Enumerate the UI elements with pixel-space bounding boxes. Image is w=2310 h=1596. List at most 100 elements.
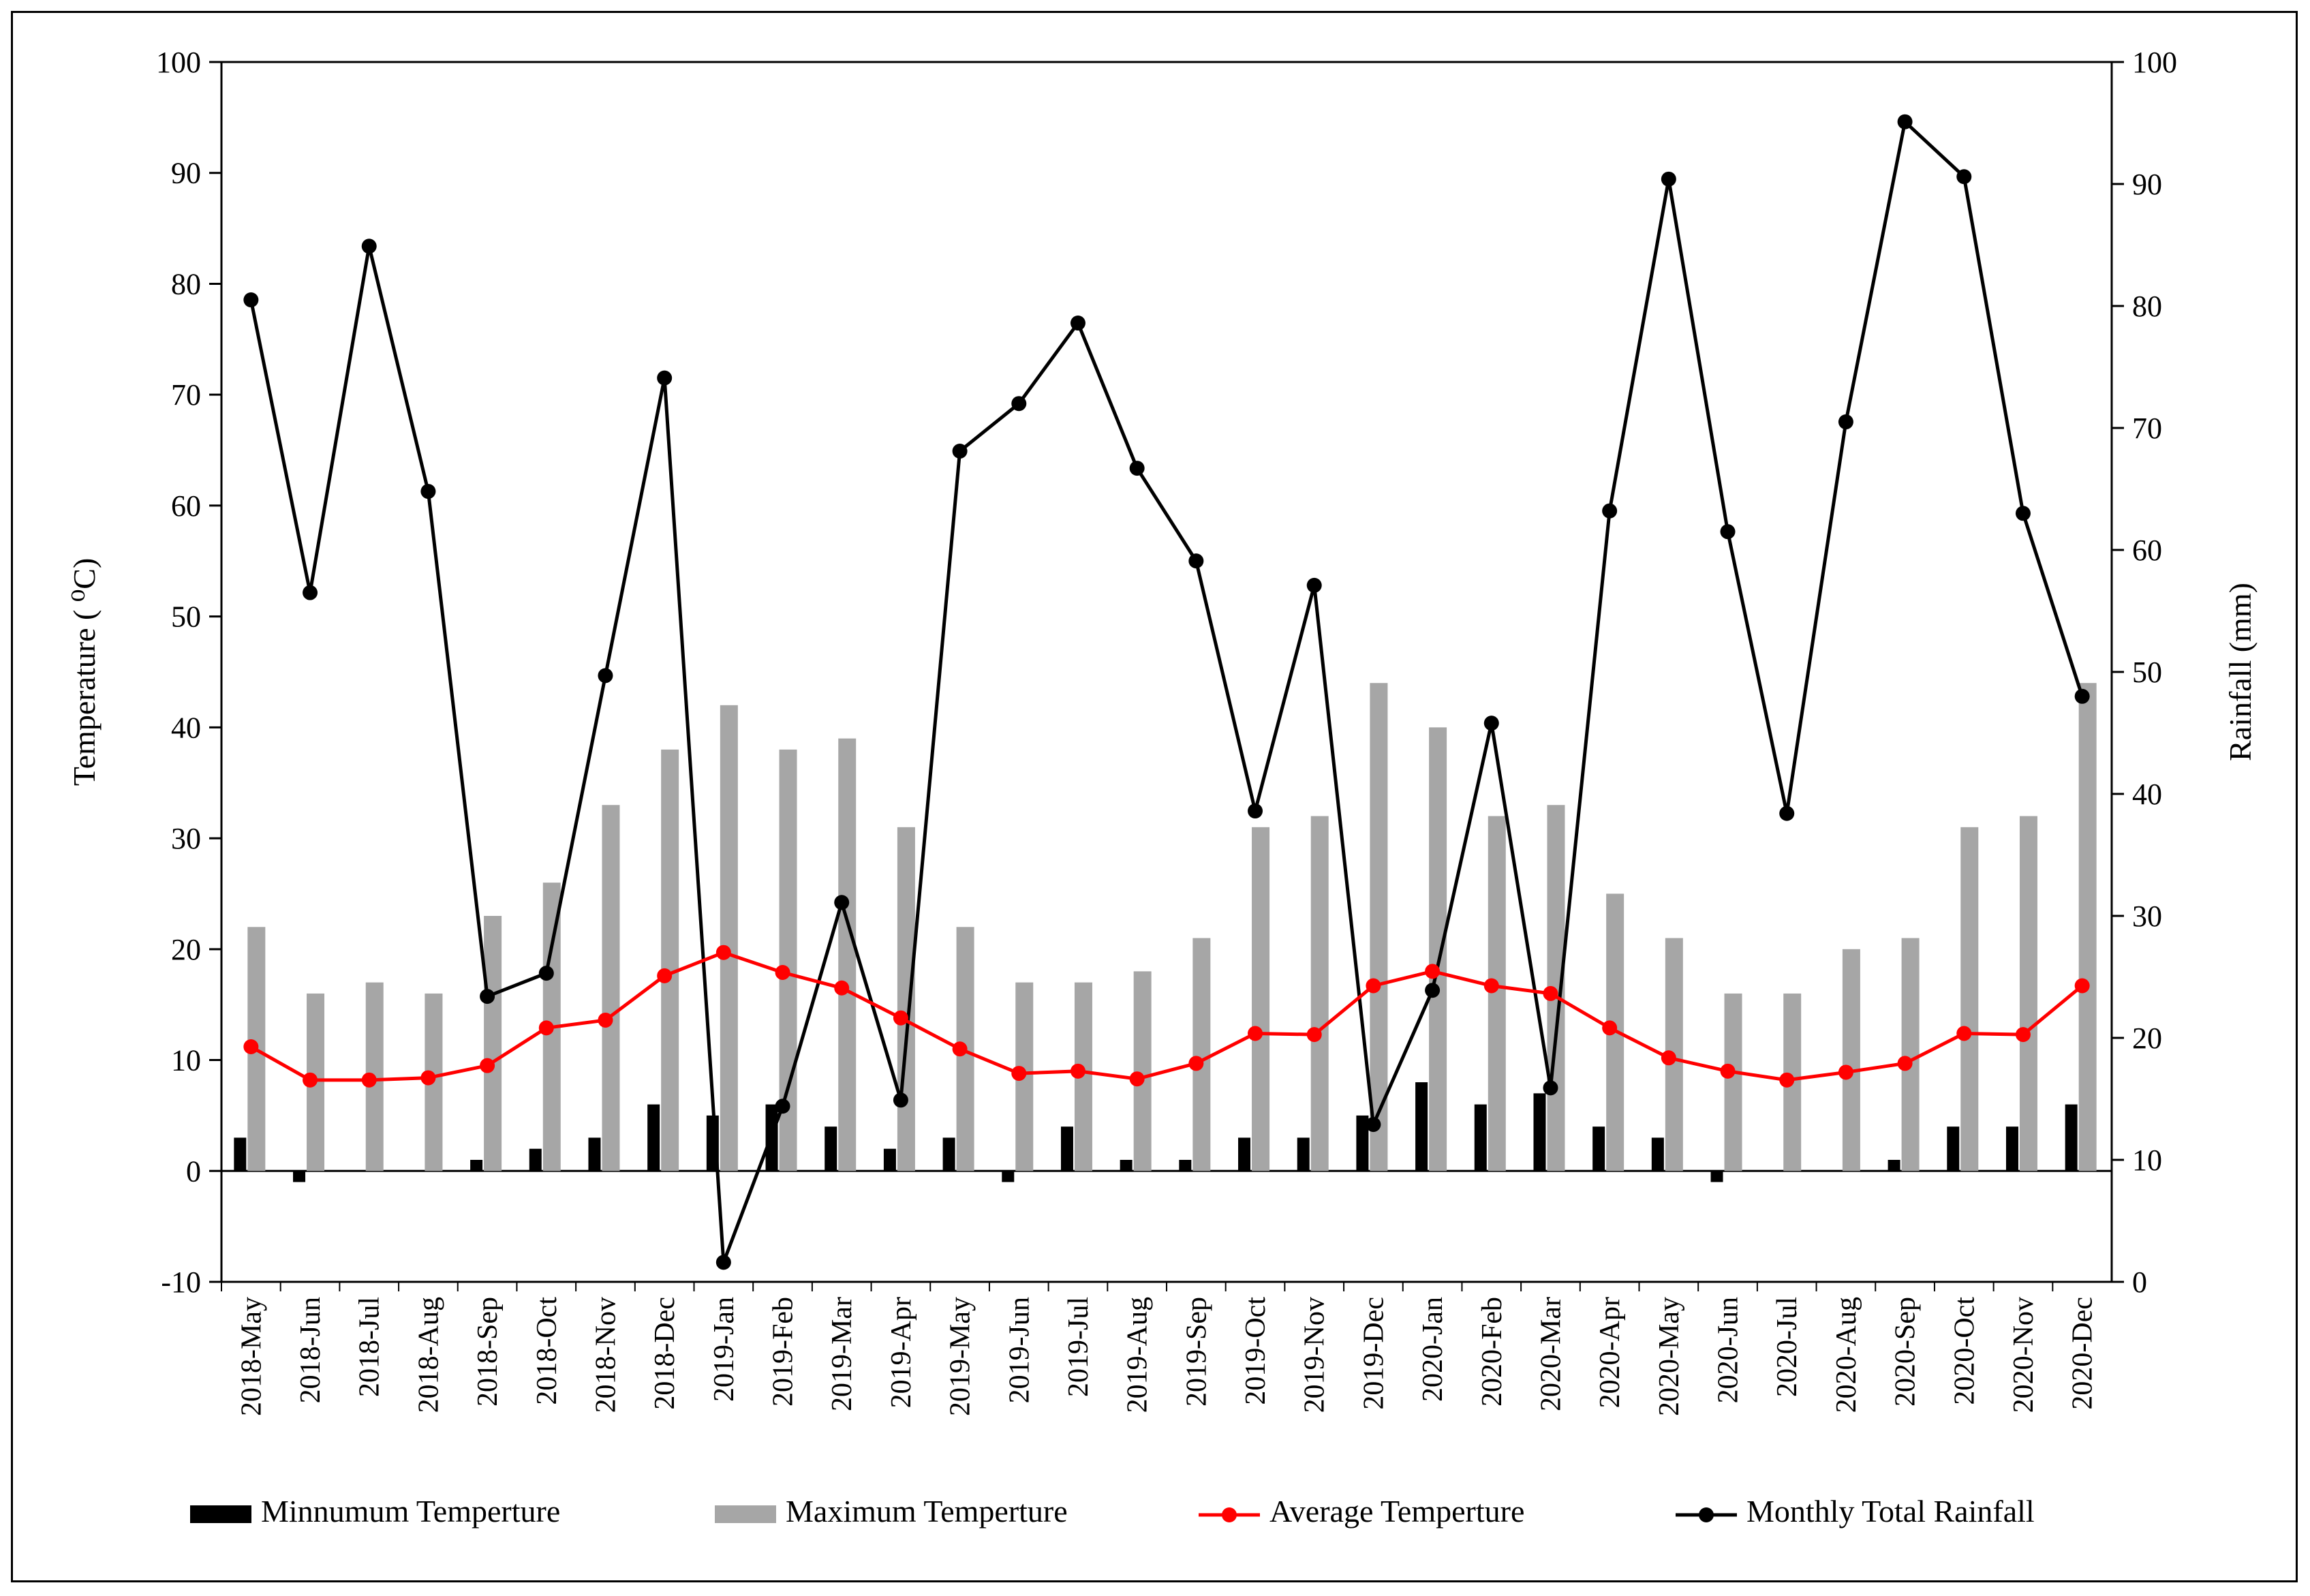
x-category-label: 2018-May [236,1297,267,1416]
bar-min-temperature [1888,1160,1900,1171]
bar-max-temperature [1370,683,1388,1171]
bar-min-temperature [883,1148,896,1171]
y-tick-label-right: 40 [2132,778,2162,811]
bar-min-temperature [1120,1160,1133,1171]
y-tick-label-left: 80 [171,267,201,301]
x-category-label: 2019-Jul [1063,1297,1094,1397]
rainfall-point [361,239,377,254]
bar-min-temperature [234,1137,247,1171]
bar-max-temperature [1842,949,1860,1171]
x-category-label: 2020-Nov [2008,1297,2039,1413]
avg-temperature-point [1956,1026,1972,1041]
avg-temperature-point [1248,1026,1263,1041]
bar-max-temperature [484,916,502,1171]
bar-max-temperature [1901,938,1920,1171]
y-tick-label-right: 60 [2132,534,2162,567]
rainfall-point [775,1099,790,1114]
rainfall-point [480,989,495,1004]
bar-max-temperature [2078,683,2097,1171]
bar-max-temperature [661,749,679,1171]
x-category-label: 2020-Jan [1417,1297,1449,1402]
bar-max-temperature [2019,816,2037,1171]
avg-temperature-point [775,964,790,980]
rainfall-point [2074,688,2090,704]
legend-min-temperature-label: Minnumum Temperture [261,1494,560,1529]
x-category-label: 2020-Apr [1595,1297,1626,1408]
chart-svg: -10 0 10 20 30 40 50 60 70 80 90 100 0 10 20 30 40 50 60 70… [67,46,2258,1529]
x-category-label: 2019-Jan [709,1297,740,1402]
x-category-label: 2020-Mar [1535,1297,1567,1411]
avg-temperature-point [420,1070,436,1086]
bar-min-temperature [1356,1115,1369,1171]
y-tick-label-right: 70 [2132,412,2162,445]
y-tick-label-left: 70 [171,378,201,412]
bar-min-temperature [1947,1126,1960,1171]
bar-min-temperature [1415,1082,1428,1171]
bar-min-temperature [2005,1126,2018,1171]
rainfall-point [834,895,850,910]
avg-temperature-point [303,1072,318,1088]
bar-min-temperature [1592,1126,1605,1171]
bar-min-temperature [647,1104,660,1171]
bar-min-temperature [1474,1104,1487,1171]
legend-avg-temperature-label: Average Temperture [1269,1494,1524,1529]
x-category-label: 2019-Aug [1122,1297,1154,1413]
bar-min-temperature [1651,1137,1664,1171]
avg-temperature-point [598,1012,613,1028]
bar-min-temperature [470,1160,483,1171]
bar-max-temperature [1488,816,1506,1171]
avg-temperature-point [1129,1071,1145,1087]
x-category-label: 2020-Jul [1772,1297,1803,1397]
legend-min-temperature-swatch [190,1505,251,1523]
y-tick-label-left: 10 [171,1044,201,1077]
rainfall-point [1306,577,1322,593]
rainfall-point [538,966,554,981]
avg-temperature-point [2074,978,2090,994]
x-category-label: 2019-Oct [1240,1297,1272,1405]
rainfall-point [1425,983,1441,998]
x-category-label: 2020-May [1654,1297,1685,1416]
y-tick-label-right: 20 [2132,1022,2162,1055]
x-category-label: 2020-Oct [1949,1297,1980,1405]
rainfall-point [715,1255,731,1270]
rainfall-point [1956,169,1972,185]
avg-temperature-point [538,1020,554,1036]
x-category-label: 2018-Jul [354,1297,386,1397]
bar-max-temperature [1192,938,1211,1171]
rainfall-point [303,585,318,600]
rainfall-point [243,292,259,308]
bar-max-temperature [720,705,738,1171]
x-category-label: 2018-Sep [472,1297,504,1407]
avg-temperature-point [1366,978,1381,994]
bar-min-temperature [825,1126,837,1171]
avg-temperature-point [1070,1063,1085,1079]
x-category-label: 2019-Mar [827,1297,858,1411]
x-category-label: 2019-Jun [1004,1297,1035,1403]
bar-min-temperature [1297,1137,1310,1171]
x-category-label: 2020-Sep [1890,1297,1922,1407]
y-tick-label-right: 90 [2132,168,2162,201]
bar-max-temperature [897,827,915,1171]
y-tick-label-right: 100 [2132,46,2177,79]
rainfall-point [1661,171,1676,187]
avg-temperature-point [243,1039,259,1055]
legend-group: Minnumum Temperture Maximum Temperture Ave… [190,1494,2035,1529]
lines-group [243,114,2090,1270]
avg-temperature-point [834,980,850,996]
y-tick-label-right: 0 [2132,1265,2147,1299]
x-category-label: 2019-Nov [1299,1297,1331,1413]
legend-max-temperature-swatch [715,1505,776,1523]
y-tick-label-left: 40 [171,711,201,744]
avg-temperature-point [1838,1064,1853,1080]
bar-max-temperature [1252,827,1270,1171]
labels-group: 2018-May 2018-Jun 2018-Jul 2018-Aug 2018-Sep… [236,1297,2098,1416]
legend-max-temperature-label: Maximum Temperture [786,1494,1068,1529]
bar-min-temperature [1533,1093,1546,1171]
y-tick-label-left: 50 [171,600,201,634]
rainfall-point [952,444,968,459]
bar-min-temperature [1710,1171,1723,1182]
legend-avg-temperature-swatch-dot [1222,1507,1237,1522]
bar-max-temperature [1960,827,1979,1171]
x-category-label: 2019-Sep [1181,1297,1212,1407]
avg-temperature-point [1661,1050,1676,1066]
